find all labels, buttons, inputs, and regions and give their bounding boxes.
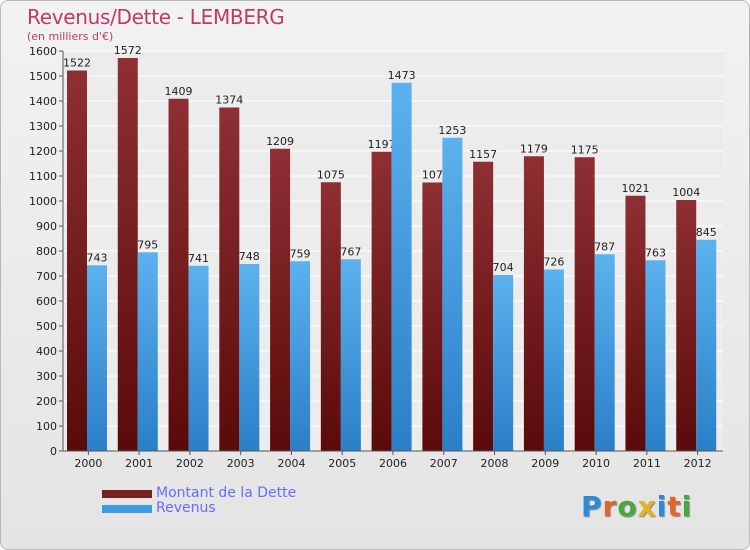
bar-debt — [422, 182, 443, 451]
legend-label-revenus: Revenus — [156, 500, 216, 516]
x-tick-label: 2004 — [277, 457, 305, 470]
value-label-debt: 1409 — [165, 85, 193, 98]
bar-revenus — [239, 264, 260, 451]
y-tick-label: 400 — [36, 345, 57, 358]
value-label-revenus: 845 — [696, 226, 717, 239]
y-tick-label: 1000 — [29, 195, 57, 208]
value-label-debt: 1075 — [317, 168, 345, 181]
bar-revenus — [290, 261, 311, 451]
value-label-debt: 1175 — [571, 143, 599, 156]
y-tick-label: 700 — [36, 270, 57, 283]
x-tick-label: 2006 — [379, 457, 407, 470]
bar-revenus — [340, 259, 361, 451]
y-tick-label: 900 — [36, 220, 57, 233]
value-label-debt: 1209 — [266, 135, 294, 148]
bar-debt — [371, 151, 392, 451]
x-tick-label: 2010 — [582, 457, 610, 470]
bar-debt — [117, 58, 138, 451]
y-tick-label: 100 — [36, 420, 57, 433]
bar-debt — [574, 157, 595, 451]
chart-title: Revenus/Dette - LEMBERG — [27, 5, 285, 29]
value-label-revenus: 1473 — [388, 69, 416, 82]
bar-revenus — [594, 254, 615, 451]
y-tick-label: 0 — [50, 445, 57, 458]
value-label-debt: 107 — [422, 169, 443, 182]
bar-debt — [473, 161, 494, 451]
bar-debt — [625, 195, 646, 451]
bar-debt — [270, 148, 291, 451]
value-label-revenus: 759 — [290, 247, 311, 260]
y-tick-label: 1400 — [29, 95, 57, 108]
bar-debt — [67, 70, 87, 451]
bars: 1522 743 1572 795 1409 741 1374 748 1209 759 1075 7… — [63, 44, 717, 451]
value-label-debt: 1157 — [469, 148, 497, 161]
value-label-revenus: 704 — [493, 261, 514, 274]
bar-revenus — [137, 252, 158, 451]
x-tick-label: 2009 — [531, 457, 559, 470]
x-tick-label: 2012 — [684, 457, 712, 470]
value-label-revenus: 726 — [543, 256, 564, 269]
value-label-debt: 1197 — [368, 138, 396, 151]
bar-debt — [320, 182, 341, 451]
y-tick-label: 600 — [36, 295, 57, 308]
bar-revenus — [188, 265, 209, 451]
bar-revenus — [442, 137, 463, 451]
x-tick-label: 2008 — [481, 457, 509, 470]
value-label-revenus: 787 — [594, 240, 615, 253]
y-tick-label: 1500 — [29, 70, 57, 83]
y-tick-label: 1300 — [29, 120, 57, 133]
bar-revenus — [493, 275, 514, 451]
value-label-debt: 1374 — [215, 94, 243, 107]
value-label-revenus: 741 — [188, 252, 209, 265]
value-label-revenus: 763 — [645, 246, 666, 259]
value-label-debt: 1522 — [63, 57, 91, 70]
chart-subtitle: (en milliers d'€) — [27, 30, 114, 43]
y-tick-label: 1600 — [29, 45, 57, 58]
value-label-debt: 1572 — [114, 44, 142, 57]
value-label-debt: 1179 — [520, 142, 548, 155]
x-tick-label: 2000 — [74, 457, 102, 470]
x-tick-label: 2007 — [430, 457, 458, 470]
y-tick-label: 500 — [36, 320, 57, 333]
bar-revenus — [696, 239, 717, 451]
x-tick-label: 2011 — [633, 457, 661, 470]
y-tick-label: 200 — [36, 395, 57, 408]
bar-debt — [676, 200, 697, 451]
y-tick-label: 1200 — [29, 145, 57, 158]
legend-swatch-revenus — [102, 505, 152, 513]
x-tick-label: 2001 — [125, 457, 153, 470]
y-tick-label: 300 — [36, 370, 57, 383]
x-tick-label: 2002 — [176, 457, 204, 470]
y-tick-label: 800 — [36, 245, 57, 258]
bar-revenus — [543, 269, 564, 451]
legend-label-debt: Montant de la Dette — [156, 485, 297, 501]
bar-revenus — [391, 82, 412, 451]
value-label-debt: 1004 — [672, 186, 700, 199]
bar-debt — [219, 107, 240, 451]
x-tick-label: 2003 — [227, 457, 255, 470]
legend-swatch-debt — [102, 490, 152, 498]
axes: 0 100 200 300 400 500 600 700 800 900 1000 1100 1200… — [29, 45, 723, 470]
value-label-revenus: 795 — [137, 238, 158, 251]
value-label-revenus: 743 — [87, 251, 108, 264]
value-label-revenus: 767 — [340, 245, 361, 258]
proxiti-logo: Proxiti — [581, 490, 693, 523]
value-label-revenus: 1253 — [438, 124, 466, 137]
value-label-debt: 1021 — [621, 182, 649, 195]
bar-revenus — [87, 265, 107, 451]
y-tick-label: 1100 — [29, 170, 57, 183]
bar-revenus — [645, 260, 666, 451]
x-tick-label: 2005 — [328, 457, 356, 470]
bar-debt — [523, 156, 544, 451]
bar-debt — [168, 98, 189, 451]
value-label-revenus: 748 — [239, 250, 260, 263]
